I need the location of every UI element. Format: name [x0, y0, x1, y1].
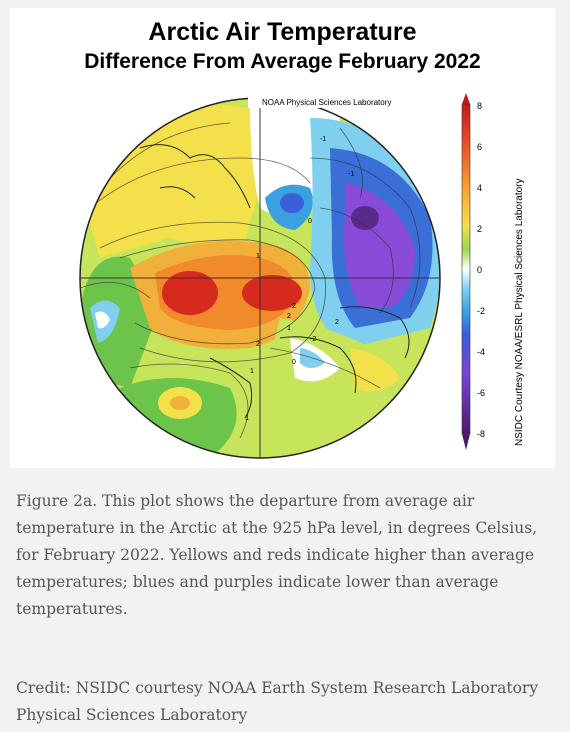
figure-panel: Arctic Air Temperature Difference From A…: [10, 8, 555, 468]
coastlines: [139, 144, 410, 419]
colorbar-tick: 8: [477, 101, 482, 111]
contour-label: -1: [320, 136, 326, 143]
temperature-map: NOAA Physical Sciences Laboratory -1 -1 …: [79, 93, 525, 459]
contour-label: -2: [310, 336, 316, 343]
contour-label: 0: [292, 359, 296, 366]
figure-credit: Credit: NSIDC courtesy NOAA Earth System…: [16, 679, 539, 724]
map-subtitle: Difference From Average February 2022: [84, 50, 481, 73]
colorbar-tick: 4: [477, 183, 482, 193]
red-hotspot-2: [242, 275, 302, 311]
contour-label: 1: [256, 253, 260, 260]
contour-label: -1: [348, 171, 354, 178]
grid-lines: [80, 98, 440, 458]
deep-purple-spot: [351, 206, 379, 230]
colorbar-tick: 2: [477, 224, 482, 234]
colorbar-tick: -4: [477, 347, 485, 357]
colorbar-tick: -6: [477, 388, 485, 398]
red-hotspot-1: [162, 271, 218, 315]
white-region-w: [95, 311, 110, 329]
contour-label: 2: [287, 313, 291, 320]
contour-label: 1: [245, 415, 249, 422]
orange-spot-s: [170, 396, 190, 410]
map-title: Arctic Air Temperature: [148, 18, 417, 46]
yellow-region-nw: [80, 103, 260, 258]
colorbar-tick: 0: [477, 265, 482, 275]
contour-label: 0: [308, 218, 312, 225]
side-credit-text: NSIDC Courtesy NOAA/ESRL Physical Scienc…: [514, 178, 525, 446]
contour-label: 1: [250, 368, 254, 375]
deep-blue-spot-n: [280, 193, 304, 213]
colorbar-tick-labels: 8 6 4 2 0 -2 -4 -6 -8: [477, 101, 485, 439]
colorbar-tick: -2: [477, 306, 485, 316]
figure-caption: Figure 2a. This plot shows the departure…: [16, 492, 538, 618]
contour-label: 1: [287, 325, 291, 332]
colorbar-tick: -8: [477, 429, 485, 439]
noaa-logo-text: NOAA Physical Sciences Laboratory: [262, 98, 391, 107]
contour-label: 2: [335, 319, 339, 326]
noaa-logo-strip: [248, 94, 428, 108]
contour-label: 2: [292, 303, 296, 310]
yellow-region-se: [350, 348, 400, 392]
contour-label: 2: [256, 341, 260, 348]
colorbar-tick: 6: [477, 142, 482, 152]
contour-label-group: -1 -1 0 2 1 1 2 1 1 -2 0 2 2: [245, 136, 354, 422]
color-bar: [461, 93, 471, 450]
